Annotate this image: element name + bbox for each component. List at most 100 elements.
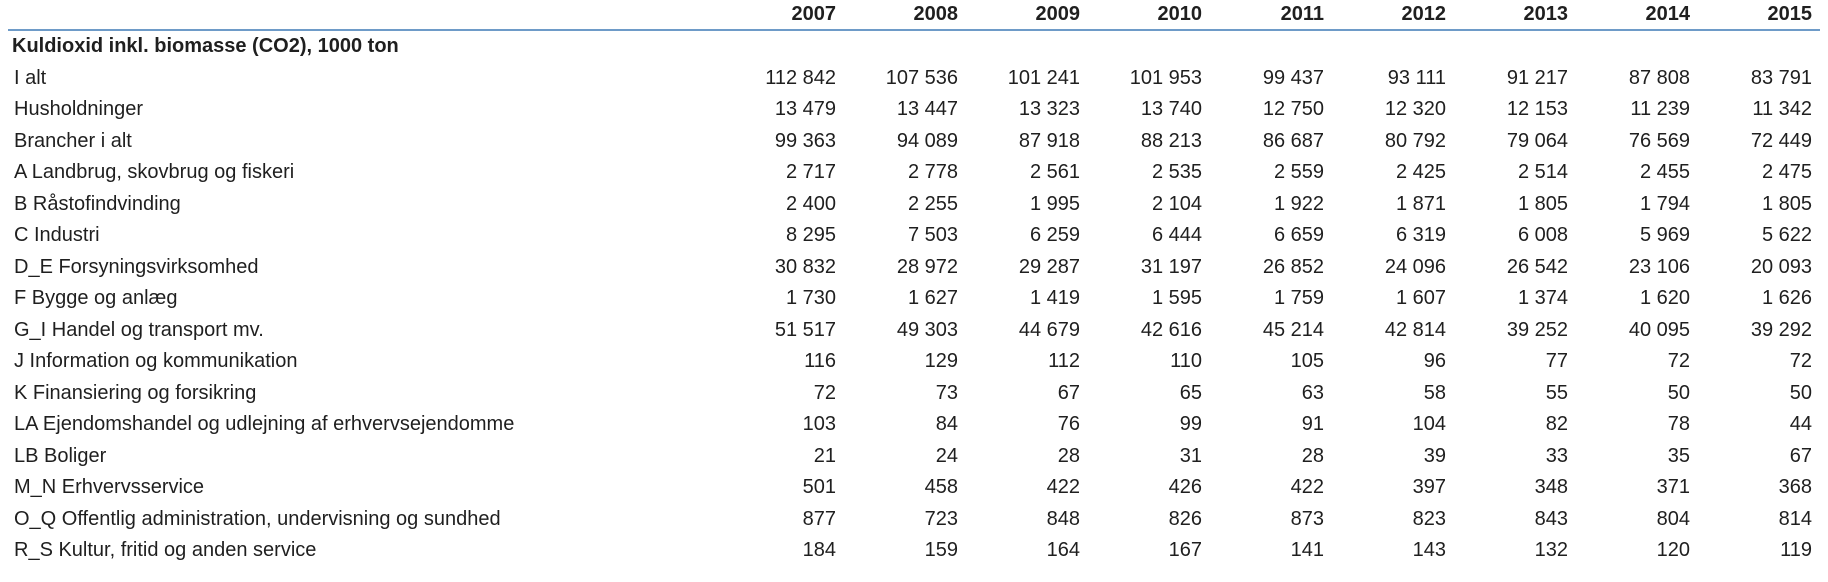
value-cell-2011: 6 659 <box>1273 224 1324 247</box>
row-label: LA Ejendomshandel og udlejning af erhver… <box>14 413 515 436</box>
value-cell-2011: 99 437 <box>1262 66 1324 89</box>
value-cell-2008: 2 255 <box>907 192 958 215</box>
value-cell-2013: 1 805 <box>1517 192 1568 215</box>
value-cell-2010: 426 <box>1168 476 1202 499</box>
value-cell-2015: 814 <box>1778 507 1812 530</box>
value-cell-2009: 13 323 <box>1018 98 1080 121</box>
row-label: O_Q Offentlig administration, undervisni… <box>14 507 501 530</box>
value-cell-2013: 1 374 <box>1517 287 1568 310</box>
row-label: LB Boliger <box>14 444 107 467</box>
value-cell-2014: 76 569 <box>1628 129 1690 152</box>
value-cell-2015: 368 <box>1778 476 1812 499</box>
value-cell-2014: 804 <box>1656 507 1690 530</box>
value-cell-2007: 2 717 <box>785 161 836 184</box>
value-cell-2012: 24 096 <box>1384 255 1446 278</box>
value-cell-2008: 24 <box>935 444 958 467</box>
value-cell-2015: 72 <box>1789 350 1812 373</box>
value-cell-2008: 723 <box>924 507 958 530</box>
value-cell-2007: 116 <box>804 350 836 373</box>
value-cell-2008: 49 303 <box>896 318 958 341</box>
value-cell-2009: 29 287 <box>1018 255 1080 278</box>
table-row: C Industri 8 295 7 503 6 259 6 444 6 659 6 319… <box>8 220 1820 252</box>
table-row: Husholdninger 13 479 13 447 13 323 13 740 12 … <box>8 94 1820 126</box>
table-row: J Information og kommunikation 116 129 112 1… <box>8 346 1820 378</box>
year-header-2012: 2012 <box>1332 0 1454 31</box>
year-header-2011: 2011 <box>1210 0 1332 31</box>
value-cell-2007: 112 842 <box>765 66 836 89</box>
value-cell-2015: 11 342 <box>1752 98 1812 121</box>
value-cell-2011: 873 <box>1290 507 1324 530</box>
value-cell-2008: 129 <box>924 350 958 373</box>
row-label: C Industri <box>14 224 100 247</box>
value-cell-2013: 26 542 <box>1506 255 1568 278</box>
row-label: D_E Forsyningsvirksomhed <box>14 255 259 278</box>
table-row: F Bygge og anlæg 1 730 1 627 1 419 1 595 1 75… <box>8 283 1820 315</box>
value-cell-2012: 1 607 <box>1395 287 1446 310</box>
value-cell-2012: 93 111 <box>1387 66 1446 89</box>
value-cell-2012: 6 319 <box>1395 224 1446 247</box>
row-label: F Bygge og anlæg <box>14 287 178 310</box>
value-cell-2014: 11 239 <box>1630 98 1690 121</box>
value-cell-2014: 35 <box>1667 444 1690 467</box>
co2-emissions-table: 2007 2008 2009 2010 2011 2012 2013 2014 2015 Kul… <box>8 0 1820 567</box>
value-cell-2014: 120 <box>1656 539 1690 562</box>
value-cell-2012: 80 792 <box>1384 129 1446 152</box>
row-label: M_N Erhvervsservice <box>14 476 205 499</box>
value-cell-2013: 79 064 <box>1506 129 1568 152</box>
value-cell-2007: 103 <box>802 413 836 436</box>
table-row: I alt 112 842 107 536 101 241 101 953 99 437 9… <box>8 63 1820 95</box>
table-row: O_Q Offentlig administration, undervisni… <box>8 504 1820 536</box>
year-header-row: 2007 2008 2009 2010 2011 2012 2013 2014 2015 <box>8 0 1820 31</box>
value-cell-2009: 2 561 <box>1029 161 1080 184</box>
value-cell-2011: 141 <box>1290 539 1324 562</box>
value-cell-2008: 2 778 <box>907 161 958 184</box>
value-cell-2011: 91 <box>1301 413 1324 436</box>
value-cell-2012: 397 <box>1412 476 1446 499</box>
value-cell-2009: 1 995 <box>1029 192 1080 215</box>
value-cell-2015: 1 805 <box>1761 192 1812 215</box>
value-cell-2010: 826 <box>1168 507 1202 530</box>
value-cell-2008: 94 089 <box>896 129 958 152</box>
table-body: Kuldioxid inkl. biomasse (CO2), 1000 ton… <box>8 30 1820 567</box>
value-cell-2009: 1 419 <box>1029 287 1080 310</box>
value-cell-2013: 77 <box>1545 350 1568 373</box>
value-cell-2010: 110 <box>1170 350 1202 373</box>
value-cell-2014: 78 <box>1667 413 1690 436</box>
value-cell-2010: 1 595 <box>1151 287 1202 310</box>
value-cell-2013: 91 217 <box>1506 66 1568 89</box>
table-row: LB Boliger 21 24 28 31 28 39 33 35 67 <box>8 441 1820 473</box>
value-cell-2009: 44 679 <box>1018 318 1080 341</box>
value-cell-2014: 1 794 <box>1639 192 1690 215</box>
value-cell-2010: 99 <box>1179 413 1202 436</box>
value-cell-2009: 6 259 <box>1029 224 1080 247</box>
year-header-2013: 2013 <box>1454 0 1576 31</box>
section-row: Kuldioxid inkl. biomasse (CO2), 1000 ton <box>8 30 1820 63</box>
row-label: Husholdninger <box>14 98 143 121</box>
value-cell-2009: 164 <box>1046 539 1080 562</box>
value-cell-2012: 39 <box>1423 444 1446 467</box>
table-row: Brancher i alt 99 363 94 089 87 918 88 213 86… <box>8 126 1820 158</box>
value-cell-2014: 40 095 <box>1628 318 1690 341</box>
value-cell-2012: 58 <box>1423 381 1446 404</box>
value-cell-2010: 101 953 <box>1129 66 1202 89</box>
value-cell-2013: 132 <box>1534 539 1568 562</box>
value-cell-2008: 73 <box>935 381 958 404</box>
value-cell-2012: 1 871 <box>1395 192 1446 215</box>
value-cell-2010: 167 <box>1168 539 1202 562</box>
value-cell-2007: 8 295 <box>785 224 836 247</box>
value-cell-2015: 39 292 <box>1750 318 1812 341</box>
value-cell-2007: 1 730 <box>785 287 836 310</box>
year-header-2014: 2014 <box>1576 0 1698 31</box>
value-cell-2015: 119 <box>1780 539 1812 562</box>
row-label: B Råstofindvinding <box>14 192 181 215</box>
value-cell-2007: 877 <box>802 507 836 530</box>
value-cell-2009: 112 <box>1048 350 1080 373</box>
table-row: B Råstofindvinding 2 400 2 255 1 995 2 104 1 … <box>8 189 1820 221</box>
table-row: M_N Erhvervsservice 501 458 422 426 422 397 348… <box>8 472 1820 504</box>
value-cell-2008: 84 <box>935 413 958 436</box>
value-cell-2007: 21 <box>813 444 836 467</box>
value-cell-2014: 87 808 <box>1628 66 1690 89</box>
year-header-2010: 2010 <box>1088 0 1210 31</box>
row-label: I alt <box>14 66 47 89</box>
value-cell-2011: 422 <box>1290 476 1324 499</box>
